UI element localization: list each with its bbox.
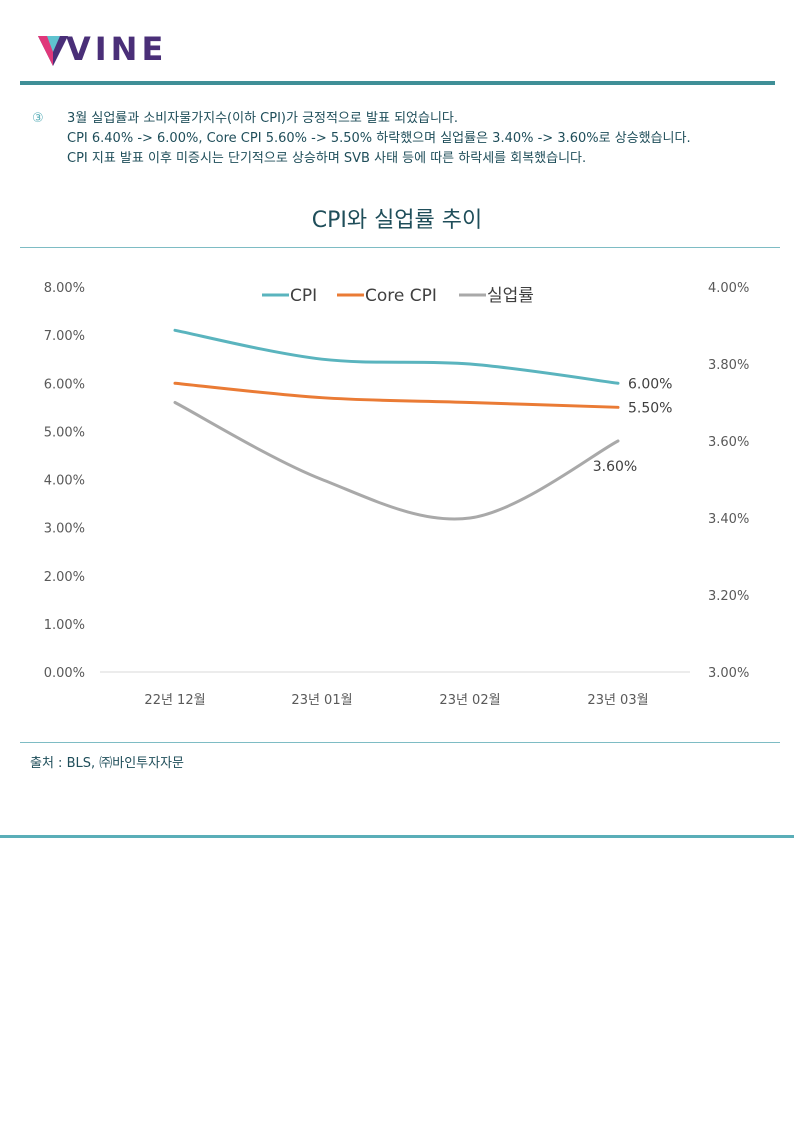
x-tick-label: 22년 12월 <box>144 693 205 708</box>
y-right-tick-label: 3.80% <box>708 358 749 373</box>
data-label-core-cpi: 5.50% <box>628 400 672 416</box>
y-left-tick-label: 8.00% <box>44 281 85 296</box>
footer-rule <box>0 835 794 838</box>
y-left-tick-label: 1.00% <box>44 618 85 633</box>
y-left-tick-label: 7.00% <box>44 329 85 344</box>
note-line-2: CPI 6.40% -> 6.00%, Core CPI 5.60% -> 5.… <box>67 131 691 146</box>
y-left-tick-label: 6.00% <box>44 377 85 392</box>
series-line-unemployment <box>173 401 620 521</box>
line-chart: 0.00% 1.00% 2.00% 3.00% 4.00% 5.00% 6.00% 7.00%… <box>44 281 750 708</box>
legend-label-core-cpi: Core CPI <box>365 286 437 306</box>
x-tick-label: 23년 02월 <box>439 693 500 708</box>
note-line-3: CPI 지표 발표 이후 미증시는 단기적으로 상승하며 SVB 사태 등에 따… <box>67 151 587 166</box>
y-right-tick-label: 3.20% <box>708 589 749 604</box>
chart-top-rule <box>20 247 780 248</box>
x-tick-label: 23년 03월 <box>587 693 648 708</box>
chart-bottom-rule <box>20 742 780 743</box>
chart-title: CPI와 실업률 추이 <box>311 208 483 233</box>
source-note: 출처 : BLS, ㈜바인투자자문 <box>30 756 185 771</box>
y-right-tick-label: 3.00% <box>708 666 749 681</box>
x-tick-label: 23년 01월 <box>291 693 352 708</box>
y-right-tick-label: 3.40% <box>708 512 749 527</box>
y-left-tick-label: 0.00% <box>44 666 85 681</box>
y-left-tick-label: 3.00% <box>44 522 85 537</box>
data-label-unemployment: 3.60% <box>593 459 637 475</box>
header-rule <box>20 81 775 85</box>
series-line-core-cpi <box>173 381 620 409</box>
y-right-tick-label: 4.00% <box>708 281 749 296</box>
series-line-cpi <box>173 328 620 385</box>
y-left-tick-label: 5.00% <box>44 425 85 440</box>
y-left-tick-label: 2.00% <box>44 570 85 585</box>
vine-logo-mark <box>38 36 68 66</box>
note-marker: ③ <box>32 111 44 126</box>
vine-logo-text: VINE <box>66 30 168 68</box>
note-line-1: 3월 실업률과 소비자물가지수(이하 CPI)가 긍정적으로 발표 되었습니다. <box>67 111 459 126</box>
y-right-tick-label: 3.60% <box>708 435 749 450</box>
data-label-cpi: 6.00% <box>628 376 672 392</box>
legend-label-unemployment: 실업률 <box>487 286 534 306</box>
legend-label-cpi: CPI <box>290 286 317 306</box>
y-left-tick-label: 4.00% <box>44 474 85 489</box>
